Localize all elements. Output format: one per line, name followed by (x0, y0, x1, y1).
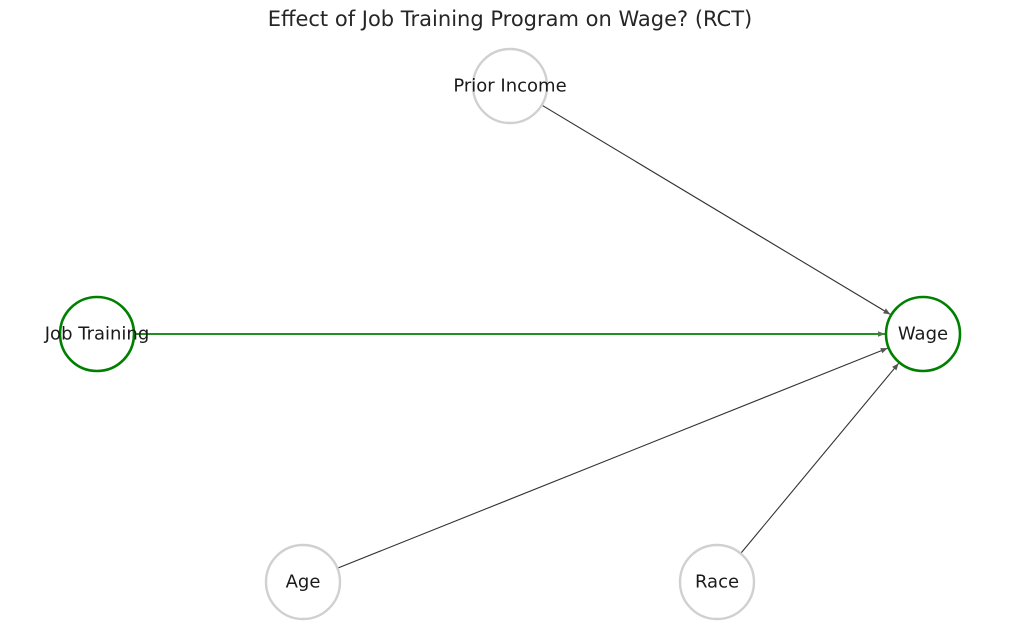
node-label: Job Training (44, 324, 150, 345)
node-race: Race (678, 543, 756, 621)
edges-layer (127, 105, 900, 569)
node-job-training: Job Training (44, 295, 150, 373)
edge-age-to-wage (338, 347, 888, 569)
node-circle (471, 47, 549, 125)
diagram-title: Effect of Job Training Program on Wage? … (268, 7, 753, 31)
edge-prior-income-to-wage (542, 105, 891, 315)
node-circle (264, 543, 342, 621)
nodes-layer: Prior Income Job Training Wage Age Race (44, 47, 962, 621)
node-label: Wage (898, 324, 948, 345)
node-wage: Wage (884, 295, 962, 373)
edge-race-to-wage (740, 362, 900, 554)
node-label: Race (695, 572, 739, 593)
node-circle (678, 543, 756, 621)
node-prior-income: Prior Income (453, 47, 567, 125)
node-label: Age (286, 572, 321, 593)
node-label: Prior Income (453, 76, 566, 97)
node-circle (58, 295, 136, 373)
node-circle (884, 295, 962, 373)
node-age: Age (264, 543, 342, 621)
